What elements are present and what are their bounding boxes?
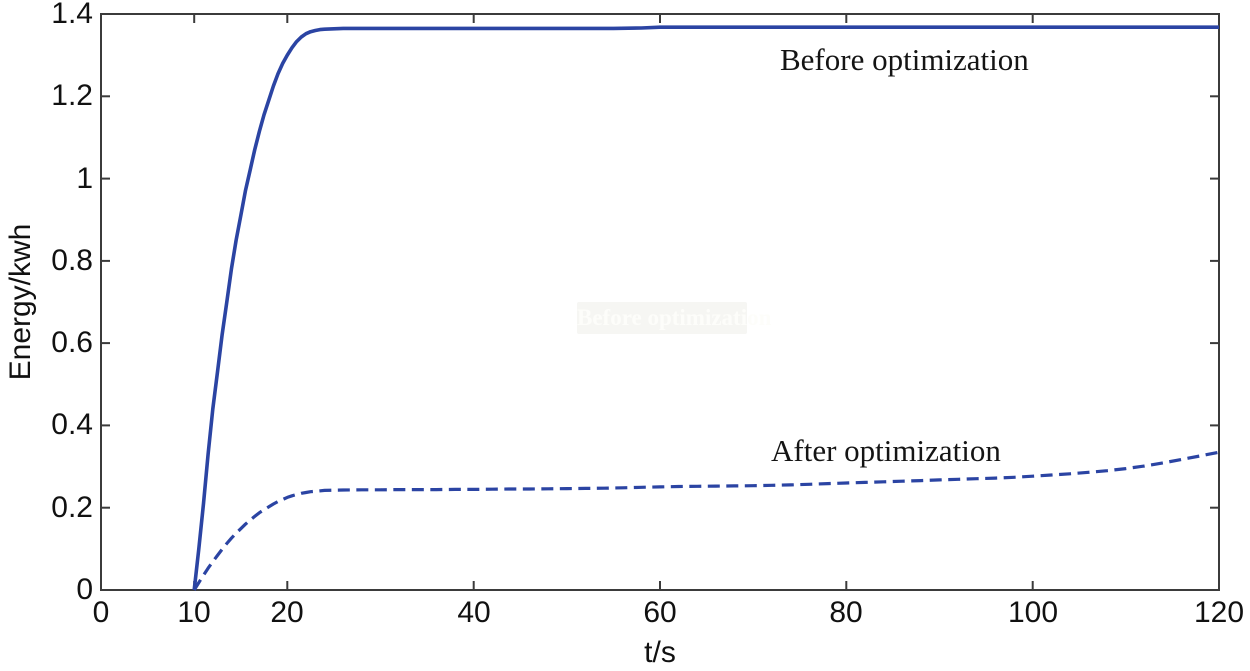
x-tick-label: 120: [1193, 596, 1245, 629]
y-tick-label: 1.2: [51, 79, 93, 112]
x-tick-label: 100: [1007, 596, 1059, 629]
ghost-watermark-label: Before optimization: [577, 302, 771, 334]
x-tick-label: 60: [643, 596, 677, 629]
x-tick-label: 10: [177, 596, 211, 629]
y-tick-label: 0.4: [51, 408, 93, 441]
x-axis-title: t/s: [644, 636, 676, 669]
y-tick-label: 0: [76, 573, 93, 606]
y-tick-label: 0.8: [51, 244, 93, 277]
y-tick-label: 0.6: [51, 326, 93, 359]
x-tick-label: 40: [457, 596, 491, 629]
x-tick-label: 0: [92, 596, 110, 629]
y-tick-label: 1.4: [51, 0, 93, 30]
y-axis-title: Energy/kwh: [4, 223, 37, 381]
series-after-optimization: [192, 450, 1220, 591]
x-tick-label: 20: [270, 596, 304, 629]
y-tick-label: 1: [76, 162, 93, 195]
annotation-before-optimization: Before optimization: [780, 42, 1029, 77]
y-tick-label: 0.2: [51, 491, 93, 524]
series-before-optimization: [192, 25, 1219, 591]
x-tick-label: 80: [829, 596, 863, 629]
annotation-after-optimization: After optimization: [771, 433, 1001, 468]
